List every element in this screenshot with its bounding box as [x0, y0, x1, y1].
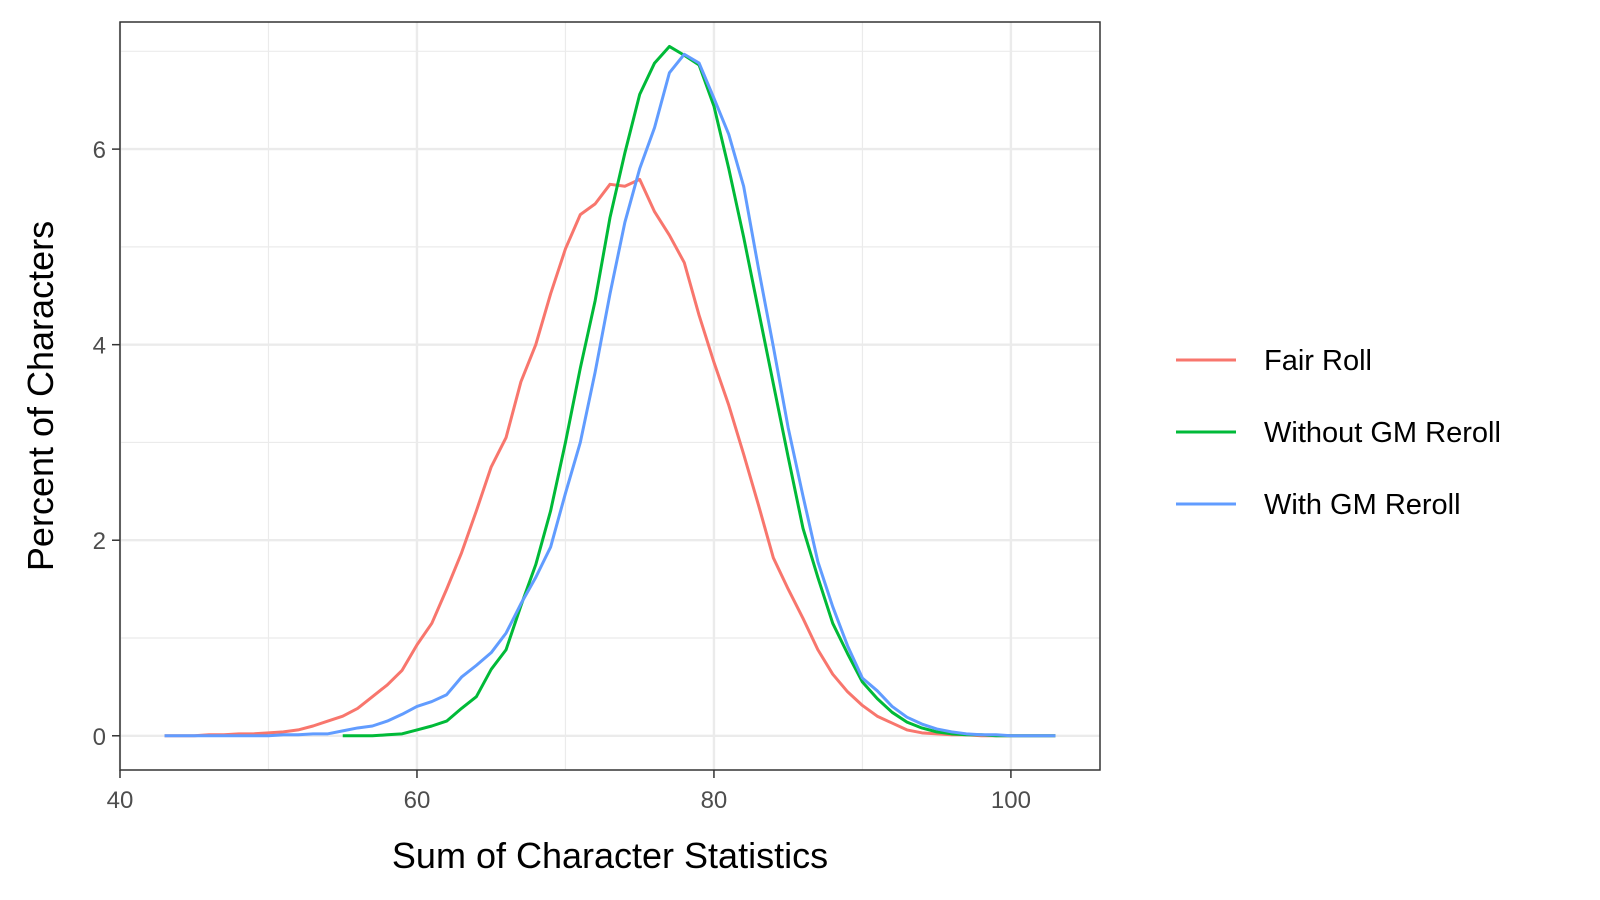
x-tick-label: 80	[701, 787, 728, 814]
series-lines	[164, 44, 1056, 738]
axis-ticks: 40 60 80 100 0 2 4 6	[93, 137, 1031, 814]
y-axis-title: Percent of Characters	[20, 221, 61, 571]
grid-lines	[118, 22, 1100, 770]
y-tick-label: 4	[93, 333, 106, 360]
series-line-0	[164, 177, 1056, 738]
series-line-2	[164, 52, 1056, 738]
x-tick-label: 40	[107, 787, 134, 814]
legend-label-2: With GM Reroll	[1264, 489, 1461, 521]
x-tick-label: 60	[404, 787, 431, 814]
x-axis-title: Sum of Character Statistics	[392, 835, 828, 876]
x-tick-label: 100	[991, 787, 1031, 814]
legend-label-1: Without GM Reroll	[1264, 417, 1501, 449]
y-tick-label: 0	[93, 724, 106, 751]
legend-label-0: Fair Roll	[1264, 345, 1372, 377]
y-tick-label: 2	[93, 528, 106, 555]
plot-panel-border	[119, 21, 1101, 771]
y-tick-label: 6	[93, 137, 106, 164]
legend: Fair Roll Without GM Reroll With GM Reroll	[1176, 345, 1501, 521]
